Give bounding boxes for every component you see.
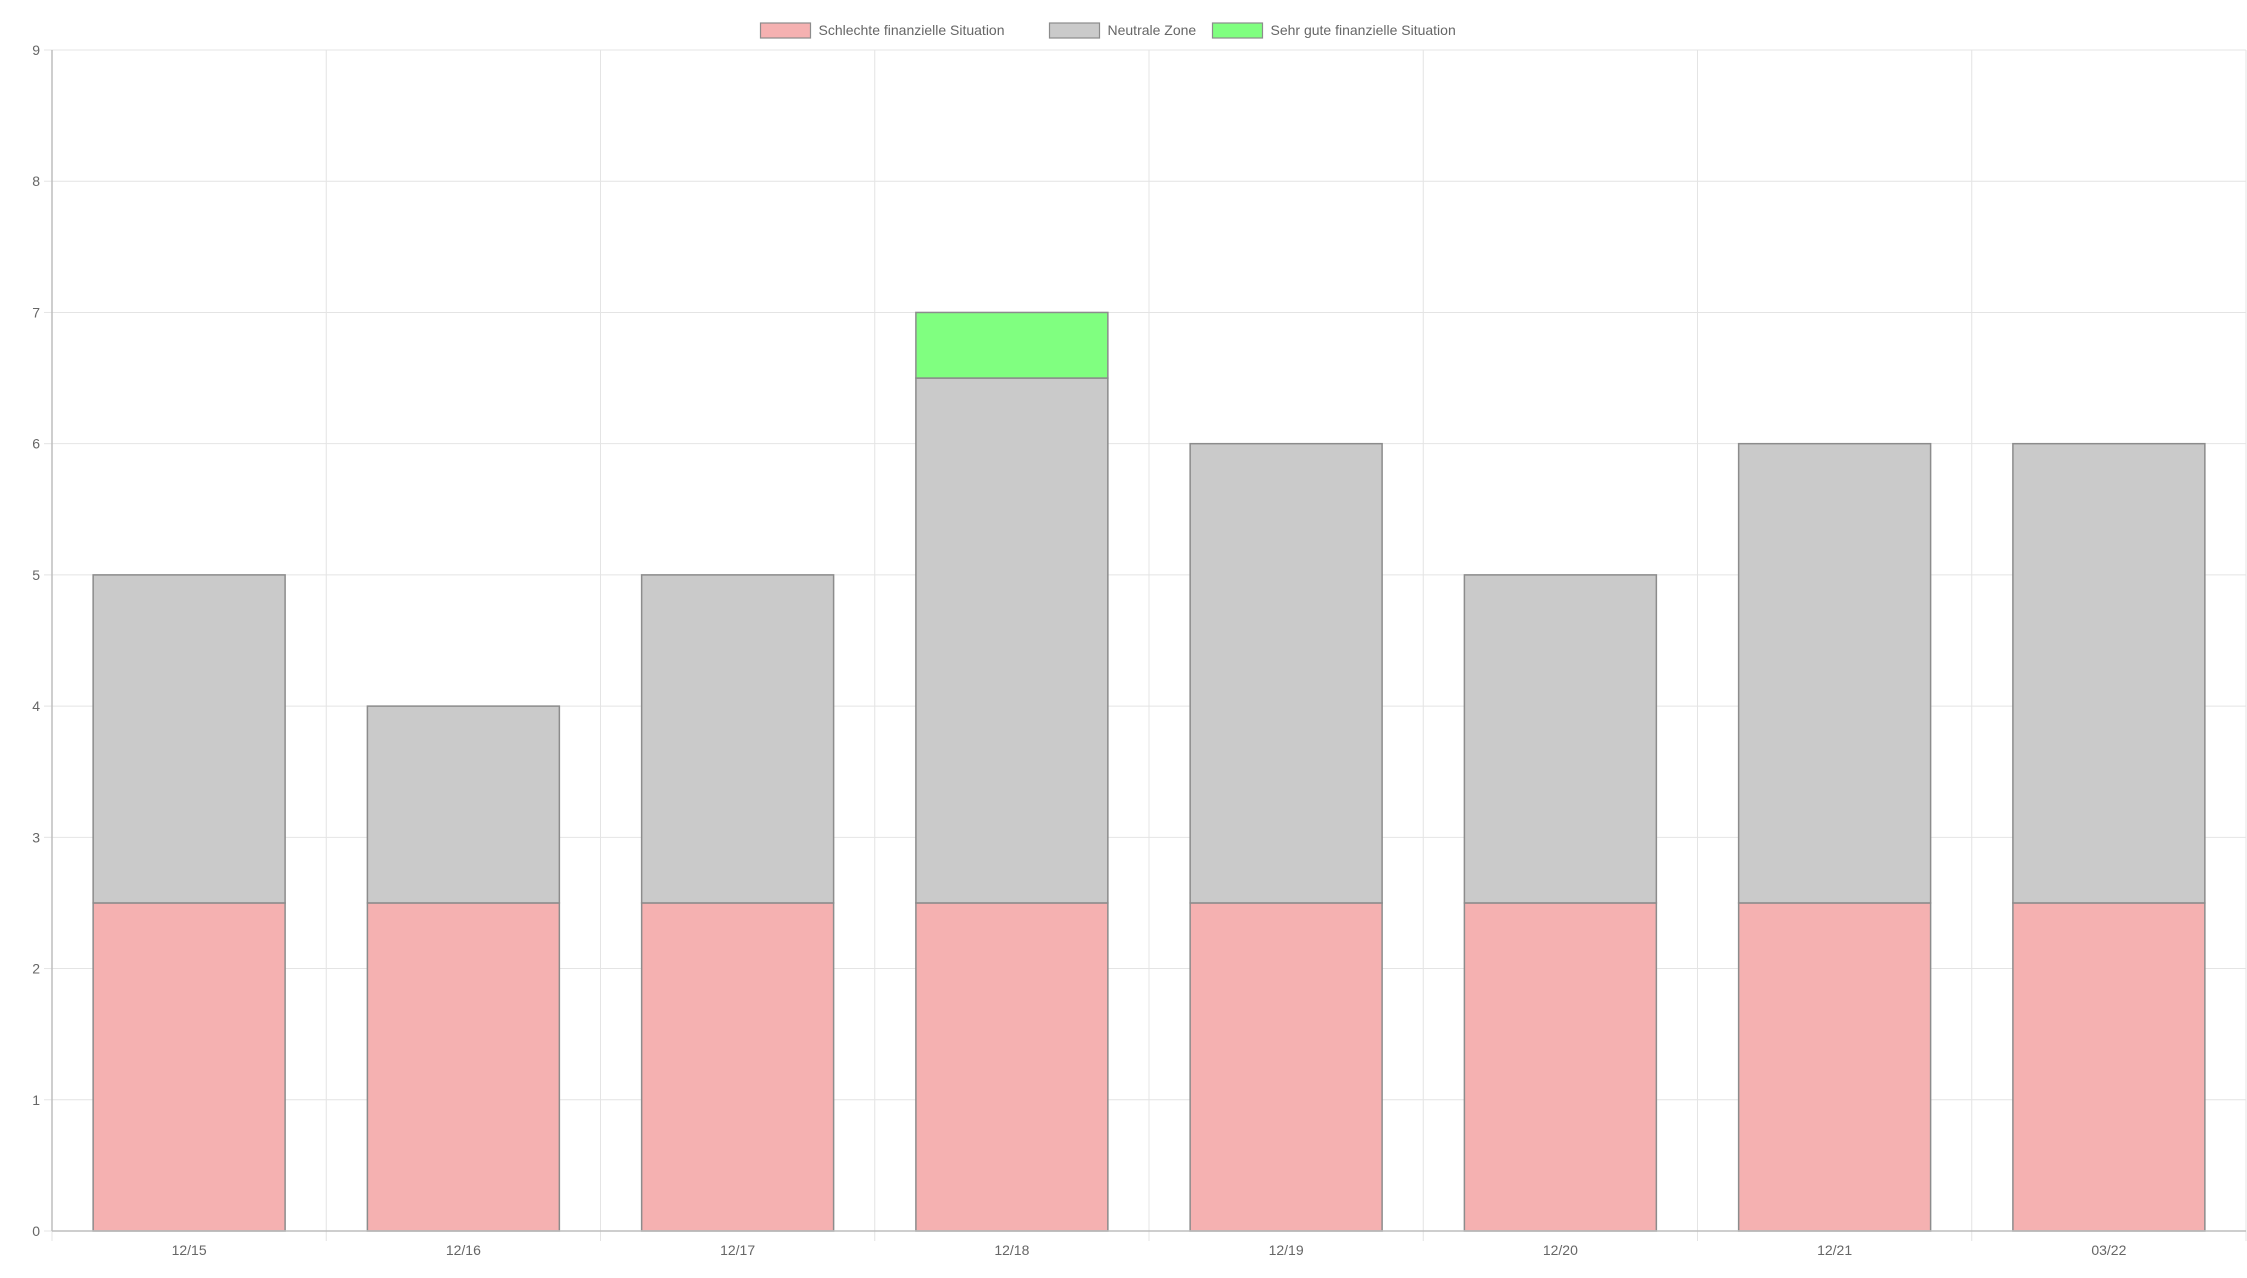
bar-segment-series-1[interactable] xyxy=(640,574,835,904)
axes: 0 1 2 3 4 5 6 7 8 9 12/15 12/16 12/17 12/18 12/19 12/20… xyxy=(32,42,2246,1258)
x-tick-label: 12/17 xyxy=(720,1242,755,1258)
bar-segment-series-2[interactable] xyxy=(915,311,1109,379)
x-tick-label: 12/20 xyxy=(1543,1242,1578,1258)
x-tick-label: 03/22 xyxy=(2091,1242,2126,1258)
y-tick-label: 7 xyxy=(32,304,40,320)
legend-item[interactable]: Sehr gute finanzielle Situation xyxy=(1211,22,1456,39)
legend-item[interactable]: Neutrale Zone xyxy=(1048,22,1197,39)
bar-segment-series-1[interactable] xyxy=(2012,442,2206,904)
bar-segment-series-1[interactable] xyxy=(1463,574,1658,904)
bar-segment-series-0[interactable] xyxy=(1189,902,1383,1232)
bars xyxy=(92,311,2206,1232)
y-tick-label: 1 xyxy=(32,1092,40,1108)
legend-swatch xyxy=(759,22,812,39)
legend-label: Sehr gute finanzielle Situation xyxy=(1271,22,1456,38)
y-tick-label: 5 xyxy=(32,567,40,583)
x-tick-label: 12/18 xyxy=(994,1242,1029,1258)
x-tick-label: 12/15 xyxy=(172,1242,207,1258)
y-tick-label: 8 xyxy=(32,173,40,189)
bar-segment-series-1[interactable] xyxy=(915,377,1109,904)
bar-segment-series-0[interactable] xyxy=(92,902,286,1232)
x-tick-label: 12/16 xyxy=(446,1242,481,1258)
y-tick-label: 2 xyxy=(32,961,40,977)
legend[interactable]: Schlechte finanzielle Situation Neutrale … xyxy=(759,22,1456,39)
y-tick-label: 4 xyxy=(32,698,40,714)
bar-segment-series-0[interactable] xyxy=(1737,902,1932,1232)
bar-segment-series-0[interactable] xyxy=(915,902,1109,1232)
legend-label: Neutrale Zone xyxy=(1108,22,1197,38)
legend-swatch xyxy=(1211,22,1264,39)
bar-segment-series-0[interactable] xyxy=(366,902,561,1232)
x-tick-label: 12/21 xyxy=(1817,1242,1852,1258)
y-tick-label: 6 xyxy=(32,436,40,452)
legend-swatch xyxy=(1048,22,1101,39)
x-tick-label: 12/19 xyxy=(1269,1242,1304,1258)
y-tick-label: 0 xyxy=(32,1223,40,1239)
bar-segment-series-1[interactable] xyxy=(366,705,561,904)
bar-segment-series-1[interactable] xyxy=(1189,442,1383,904)
bar-segment-series-0[interactable] xyxy=(640,902,835,1232)
bar-segment-series-0[interactable] xyxy=(2012,902,2206,1232)
bar-segment-series-0[interactable] xyxy=(1463,902,1658,1232)
y-tick-label: 3 xyxy=(32,829,40,845)
legend-label: Schlechte finanzielle Situation xyxy=(819,22,1005,38)
bar-segment-series-1[interactable] xyxy=(92,574,286,904)
y-tick-label: 9 xyxy=(32,42,40,58)
legend-item[interactable]: Schlechte finanzielle Situation xyxy=(759,22,1005,39)
bar-segment-series-1[interactable] xyxy=(1737,442,1932,904)
